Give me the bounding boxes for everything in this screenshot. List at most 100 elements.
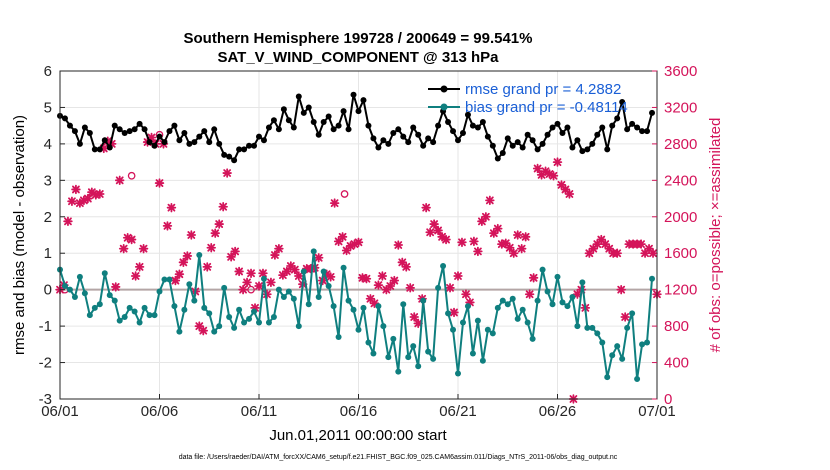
bias-point: [405, 354, 412, 361]
rmse-point: [310, 119, 317, 126]
obs-assimilated-marker: [294, 271, 304, 281]
obs-assimilated-marker: [130, 271, 141, 281]
bias-point: [81, 290, 88, 297]
bias-point: [265, 319, 272, 326]
bias-point: [320, 268, 327, 275]
bias-point: [96, 301, 103, 308]
bias-point: [151, 312, 158, 319]
x-tick-label: 06/01: [41, 403, 79, 420]
bias-point: [479, 357, 486, 364]
rmse-point: [559, 129, 566, 136]
bias-point: [614, 343, 621, 350]
y-tick-label: 0: [44, 282, 52, 299]
legend-rmse-label: rmse grand pr = 4.2882: [465, 81, 621, 98]
rmse-series: [57, 91, 656, 164]
obs-assimilated-marker: [353, 237, 364, 247]
obs-assimilated-marker: [202, 262, 212, 272]
chart-subtitle: SAT_V_WIND_COMPONENT @ 313 hPa: [217, 49, 499, 66]
obs-assimilated-marker: [282, 266, 292, 277]
bias-point: [305, 301, 312, 308]
bias-point: [196, 252, 203, 259]
bias-point: [131, 308, 138, 315]
y2-tick-label: 1600: [664, 245, 697, 262]
bias-point: [440, 262, 447, 269]
bias-point: [559, 299, 566, 306]
rmse-point: [584, 146, 591, 153]
bias-point: [270, 314, 277, 320]
bias-point: [489, 330, 496, 337]
obs-assimilated-marker: [329, 198, 340, 208]
obs-assimilated-marker: [385, 281, 396, 291]
bias-point: [524, 319, 531, 326]
obs-assimilated-marker: [457, 237, 467, 247]
bias-point: [101, 270, 108, 277]
rmse-point: [350, 91, 357, 98]
bias-point: [634, 375, 641, 382]
rmse-point: [430, 139, 437, 146]
bias-point: [619, 355, 626, 362]
rmse-point: [365, 122, 372, 129]
obs-assimilated-marker: [564, 189, 575, 199]
y-tick-label: -2: [39, 355, 52, 372]
bias-point: [564, 303, 571, 310]
rmse-point: [589, 140, 596, 147]
bias-point: [335, 334, 342, 341]
obs-assimilated-marker: [536, 170, 547, 180]
bias-point: [191, 297, 198, 304]
rmse-point: [131, 126, 138, 133]
bias-point: [295, 323, 302, 330]
rmse-point: [340, 108, 347, 115]
bias-point: [181, 306, 188, 313]
rmse-point: [554, 120, 561, 127]
rmse-point: [484, 133, 491, 140]
rmse-point: [375, 144, 382, 151]
bias-point: [604, 374, 611, 381]
bias-point: [176, 328, 183, 335]
bias-point: [280, 293, 287, 300]
x-axis-label: Jun.01,2011 00:00:00 start: [269, 427, 447, 444]
bias-point: [579, 279, 586, 286]
rmse-point: [514, 139, 521, 146]
obs-assimilated-marker: [218, 202, 228, 212]
bias-point: [300, 268, 307, 275]
rmse-point: [176, 137, 183, 144]
obs-assimilated-marker: [393, 240, 404, 250]
obs-assimilated-marker: [616, 284, 626, 295]
obs-assimilated-marker: [126, 234, 137, 245]
bias-point: [514, 315, 521, 322]
obs-assimilated-marker: [246, 268, 256, 278]
rmse-point: [479, 119, 486, 126]
obs-assimilated-marker: [516, 243, 527, 254]
obs-assimilated-marker: [67, 196, 77, 206]
rmse-point: [499, 150, 506, 156]
bias-point: [71, 293, 78, 300]
rmse-point: [166, 128, 173, 135]
obs-assimilated-marker: [325, 272, 336, 282]
rmse-point: [256, 133, 262, 140]
bias-point: [61, 283, 68, 290]
y-tick-label: -1: [39, 318, 52, 335]
y2-tick-label: 2000: [664, 209, 697, 226]
bias-point: [201, 304, 208, 311]
obs-possible-marker: [340, 190, 349, 198]
obs-assimilated-marker: [461, 289, 471, 299]
bias-point: [111, 297, 118, 304]
bias-point: [246, 315, 253, 322]
bias-point: [206, 310, 213, 317]
obs-assimilated-marker: [548, 171, 559, 181]
rmse-point: [191, 139, 198, 146]
obs-assimilated-marker: [258, 268, 268, 278]
bias-point: [161, 276, 168, 283]
bias-point: [241, 319, 248, 326]
rmse-point: [146, 139, 153, 146]
rmse-point: [524, 131, 531, 138]
bias-point: [599, 339, 606, 346]
rmse-point: [206, 139, 213, 146]
obs-assimilated-marker: [115, 175, 125, 186]
obs-assimilated-marker: [636, 239, 646, 249]
obs-assimilated-marker: [612, 248, 622, 258]
rmse-point: [295, 93, 302, 100]
bias-point: [315, 293, 322, 300]
obs-assimilated-marker: [405, 283, 415, 293]
bias-point: [325, 283, 332, 290]
